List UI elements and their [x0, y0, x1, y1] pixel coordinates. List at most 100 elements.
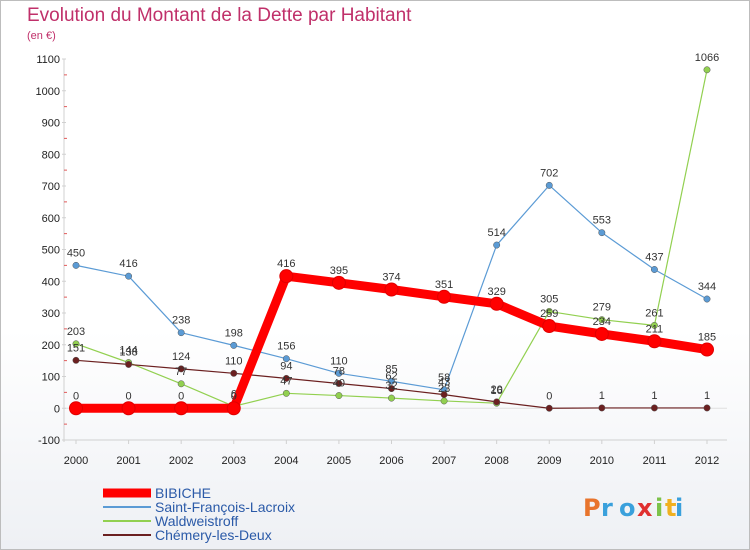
data-point	[177, 380, 185, 388]
x-tick-label: 2009	[537, 455, 561, 467]
data-point	[650, 266, 658, 273]
data-label: 211	[646, 323, 664, 335]
data-label: 138	[119, 346, 137, 358]
x-tick-label: 2000	[64, 455, 88, 467]
data-label: 234	[593, 316, 611, 328]
x-tick-label: 2006	[379, 455, 403, 467]
data-label: 395	[330, 265, 348, 277]
data-label: 43	[438, 377, 450, 389]
data-point	[69, 401, 83, 416]
data-label: 40	[333, 378, 345, 390]
data-point	[72, 356, 80, 364]
data-point	[703, 66, 711, 74]
x-tick-label: 2012	[695, 455, 719, 467]
data-label: 1	[651, 390, 657, 402]
data-label: 156	[277, 341, 295, 353]
data-point	[384, 282, 399, 297]
data-point	[437, 289, 452, 304]
y-tick-label: 400	[42, 276, 60, 288]
data-label: 259	[540, 308, 558, 320]
data-label: 329	[487, 286, 505, 298]
data-label: 20	[491, 384, 503, 396]
data-label: 0	[178, 390, 184, 402]
data-label: 78	[333, 365, 345, 377]
x-tick-label: 2010	[590, 455, 614, 467]
data-point	[700, 342, 714, 357]
data-point	[545, 307, 553, 315]
x-tick-label: 2008	[484, 455, 508, 467]
data-label: 374	[382, 272, 400, 284]
data-point	[493, 398, 501, 406]
data-point	[177, 329, 185, 337]
data-point	[230, 341, 238, 349]
data-point	[650, 404, 658, 412]
data-label: 185	[698, 332, 716, 344]
y-tick-label: 300	[42, 308, 60, 320]
data-label: 151	[67, 342, 85, 354]
x-tick-label: 2004	[274, 455, 298, 467]
data-point	[177, 365, 185, 373]
data-label: 23	[438, 383, 450, 395]
data-label: 58	[438, 372, 450, 384]
y-tick-label: -100	[38, 435, 60, 447]
legend-label: Saint-François-Lacroix	[155, 499, 295, 515]
legend-label: Waldweistroff	[155, 513, 238, 529]
data-point	[335, 392, 343, 399]
logo-letter: t	[665, 494, 676, 522]
y-tick-label: 700	[42, 181, 60, 193]
logo-letter: o	[619, 494, 636, 522]
y-tick-label: 100	[42, 372, 60, 384]
data-label: 110	[225, 355, 243, 367]
data-point	[282, 374, 290, 382]
data-label: 0	[231, 390, 237, 402]
data-label: 0	[546, 390, 552, 402]
data-point	[335, 380, 343, 387]
data-point	[125, 360, 133, 368]
data-label: 351	[435, 279, 453, 291]
y-tick-label: 200	[42, 340, 60, 352]
data-point	[650, 321, 658, 329]
data-label: 416	[277, 258, 295, 270]
data-label: 702	[540, 167, 558, 179]
logo-letter: P	[583, 494, 601, 522]
data-point	[493, 241, 501, 249]
data-point	[388, 385, 395, 393]
data-label: 514	[487, 227, 505, 239]
data-point	[545, 181, 553, 189]
data-point	[125, 272, 133, 280]
x-tick-label: 2011	[643, 455, 667, 467]
logo-letter: i	[655, 494, 663, 522]
legend-label: Chémery-les-Deux	[155, 527, 272, 543]
data-label: 305	[540, 293, 558, 305]
data-point	[226, 401, 241, 416]
data-point	[121, 401, 136, 416]
y-tick-label: 500	[42, 245, 60, 257]
data-point	[72, 261, 80, 269]
data-point	[282, 355, 290, 363]
data-label: 47	[280, 375, 292, 387]
data-label: 0	[126, 390, 132, 402]
data-label: 238	[172, 315, 190, 327]
y-tick-label: 0	[54, 403, 60, 415]
data-label: 1	[599, 390, 605, 402]
logo-letter: r	[601, 494, 613, 522]
data-label: 85	[385, 363, 397, 375]
series-line-2	[75, 69, 708, 407]
data-label: 1	[704, 390, 710, 402]
x-tick-label: 2001	[116, 455, 140, 467]
data-label: 416	[119, 258, 137, 270]
data-label: 261	[645, 307, 663, 319]
data-point	[594, 326, 609, 341]
data-label: 279	[593, 302, 611, 314]
data-label: 0	[73, 390, 79, 402]
x-tick-label: 2003	[222, 455, 246, 467]
logo-letter: i	[675, 494, 683, 522]
data-point	[598, 229, 606, 237]
data-point	[489, 296, 504, 311]
data-point	[703, 295, 711, 303]
chart-unit: (en €)	[27, 30, 56, 42]
data-point	[388, 377, 395, 385]
data-point	[440, 391, 448, 399]
data-label: 94	[280, 360, 292, 372]
